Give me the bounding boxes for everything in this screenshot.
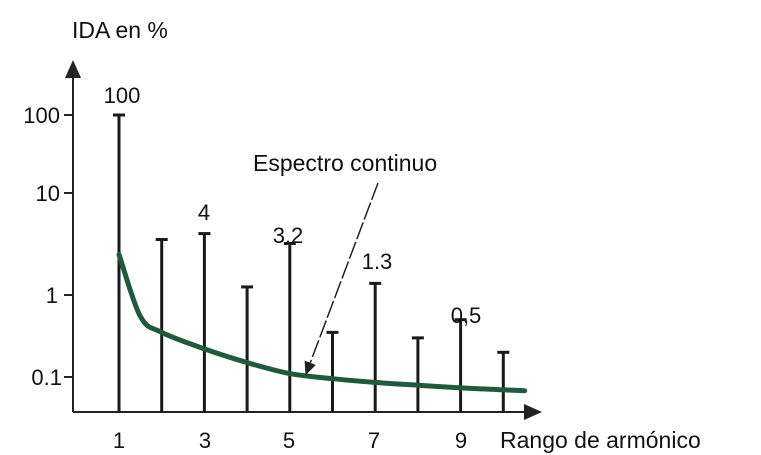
- x-tick-label-1: 1: [113, 428, 125, 453]
- y-tick-label-100: 100: [23, 103, 60, 128]
- continuous-spectrum-curve: [116, 251, 528, 394]
- bar-harmonic-5: [283, 241, 296, 412]
- bars-group: [113, 113, 510, 412]
- bar-harmonic-2: [155, 238, 168, 412]
- bar-harmonic-10: [497, 350, 510, 412]
- bar-value-label-9: 0,5: [451, 303, 482, 328]
- x-tick-label-5: 5: [283, 428, 295, 453]
- bar-harmonic-6: [326, 330, 339, 412]
- x-tick-label-9: 9: [455, 428, 467, 453]
- bar-value-label-1: 100: [104, 83, 141, 108]
- bar-harmonic-9: [454, 318, 467, 412]
- bar-value-label-3: 4: [198, 200, 210, 225]
- y-tick-label-1: 1: [46, 283, 58, 308]
- x-tick-label-7: 7: [368, 428, 380, 453]
- annotation-pointer-line: [304, 182, 379, 376]
- continuous-spectrum-label: Espectro continuo: [253, 150, 437, 176]
- bar-value-label-5: 3.2: [273, 223, 304, 248]
- y-tick-label-0.1: 0.1: [31, 365, 62, 390]
- bar-harmonic-1: [113, 113, 125, 412]
- y-axis-title: IDA en %: [72, 17, 168, 43]
- bar-harmonic-7: [369, 281, 382, 412]
- y-tick-label-10: 10: [36, 181, 60, 206]
- bar-value-label-7: 1.3: [362, 249, 393, 274]
- x-axis-title: Rango de armónico: [500, 427, 701, 453]
- bar-harmonic-4: [241, 285, 254, 412]
- bar-harmonic-3: [198, 232, 211, 412]
- x-tick-label-3: 3: [199, 428, 211, 453]
- bar-harmonic-8: [411, 336, 424, 412]
